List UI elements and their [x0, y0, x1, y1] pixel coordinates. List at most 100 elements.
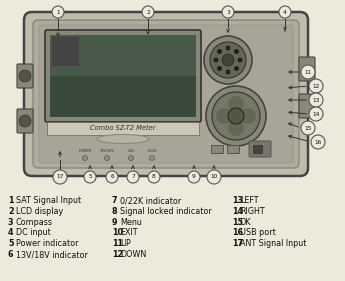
Circle shape: [226, 46, 230, 51]
FancyBboxPatch shape: [45, 30, 201, 122]
FancyBboxPatch shape: [299, 57, 315, 81]
Circle shape: [188, 171, 200, 183]
Text: 13: 13: [232, 196, 243, 205]
Circle shape: [19, 70, 31, 82]
Text: Signal locked indicator: Signal locked indicator: [120, 207, 212, 216]
Text: 17: 17: [56, 175, 64, 180]
Circle shape: [217, 49, 222, 54]
Circle shape: [82, 155, 88, 160]
Text: 22K: 22K: [128, 149, 135, 153]
Circle shape: [311, 135, 325, 149]
Text: 4: 4: [283, 10, 287, 15]
Text: 15: 15: [304, 126, 312, 130]
Circle shape: [228, 96, 244, 112]
Circle shape: [84, 171, 96, 183]
Text: 8: 8: [152, 175, 156, 180]
Circle shape: [309, 79, 323, 93]
Circle shape: [105, 155, 109, 160]
Text: 9: 9: [192, 175, 196, 180]
Circle shape: [217, 66, 222, 71]
Text: 5: 5: [8, 239, 13, 248]
Text: 10: 10: [112, 228, 123, 237]
Text: Compass: Compass: [16, 217, 53, 226]
Text: 11: 11: [304, 69, 312, 74]
Text: 11: 11: [112, 239, 123, 248]
Circle shape: [204, 36, 252, 84]
FancyBboxPatch shape: [50, 35, 196, 76]
Text: 7: 7: [112, 196, 118, 205]
Text: 4: 4: [8, 228, 13, 237]
Circle shape: [301, 121, 315, 135]
Circle shape: [52, 6, 64, 18]
Circle shape: [212, 92, 260, 140]
Text: EXIT: EXIT: [120, 228, 138, 237]
FancyBboxPatch shape: [17, 109, 33, 133]
Text: 14: 14: [232, 207, 243, 216]
Text: 13V/18V: 13V/18V: [100, 149, 115, 153]
Text: 2: 2: [8, 207, 13, 216]
Text: POWER: POWER: [78, 149, 91, 153]
FancyBboxPatch shape: [50, 35, 196, 117]
Text: LEFT: LEFT: [240, 196, 258, 205]
Text: 13V/18V indicator: 13V/18V indicator: [16, 250, 88, 259]
Circle shape: [148, 171, 160, 183]
Circle shape: [228, 108, 244, 124]
Text: USB port: USB port: [240, 228, 276, 237]
Text: 1: 1: [8, 196, 13, 205]
Text: 3: 3: [226, 10, 230, 15]
Circle shape: [128, 155, 134, 160]
Text: 17: 17: [232, 239, 243, 248]
FancyBboxPatch shape: [24, 12, 308, 176]
FancyBboxPatch shape: [17, 64, 33, 88]
Circle shape: [214, 58, 218, 62]
Text: 6: 6: [110, 175, 114, 180]
Circle shape: [53, 170, 67, 184]
Text: 15: 15: [232, 217, 243, 226]
Text: 9: 9: [112, 217, 118, 226]
Circle shape: [149, 155, 155, 160]
FancyBboxPatch shape: [253, 145, 262, 153]
Circle shape: [240, 108, 256, 124]
Circle shape: [279, 6, 291, 18]
FancyBboxPatch shape: [299, 94, 315, 118]
FancyBboxPatch shape: [211, 146, 224, 153]
Circle shape: [222, 6, 234, 18]
Text: 3: 3: [8, 217, 13, 226]
FancyBboxPatch shape: [47, 122, 199, 135]
Circle shape: [216, 108, 232, 124]
Circle shape: [127, 171, 139, 183]
Circle shape: [234, 49, 239, 54]
Text: 2: 2: [146, 10, 150, 15]
FancyBboxPatch shape: [39, 25, 293, 163]
Text: 7: 7: [131, 175, 135, 180]
Text: LOCK: LOCK: [147, 149, 157, 153]
Circle shape: [234, 66, 239, 71]
Circle shape: [19, 115, 31, 127]
Circle shape: [210, 42, 246, 78]
Text: 14: 14: [312, 112, 320, 117]
Circle shape: [106, 171, 118, 183]
Circle shape: [226, 69, 230, 74]
Text: 13: 13: [312, 98, 320, 103]
Text: 8: 8: [112, 207, 118, 216]
Text: 12: 12: [112, 250, 123, 259]
Circle shape: [228, 120, 244, 136]
Ellipse shape: [97, 135, 149, 144]
Circle shape: [222, 54, 234, 66]
Circle shape: [206, 86, 266, 146]
Circle shape: [309, 107, 323, 121]
FancyBboxPatch shape: [249, 141, 271, 157]
Text: Combo SZ-T2 Meter: Combo SZ-T2 Meter: [90, 126, 156, 132]
Text: UP: UP: [120, 239, 131, 248]
Text: DOWN: DOWN: [120, 250, 146, 259]
Text: 16: 16: [232, 228, 243, 237]
Text: 0/22K indicator: 0/22K indicator: [120, 196, 181, 205]
Circle shape: [301, 65, 315, 79]
Circle shape: [309, 93, 323, 107]
Text: LCD display: LCD display: [16, 207, 63, 216]
Text: 6: 6: [8, 250, 13, 259]
FancyBboxPatch shape: [227, 146, 239, 153]
Circle shape: [237, 58, 243, 62]
Text: DC input: DC input: [16, 228, 51, 237]
Text: ANT Signal Input: ANT Signal Input: [240, 239, 306, 248]
